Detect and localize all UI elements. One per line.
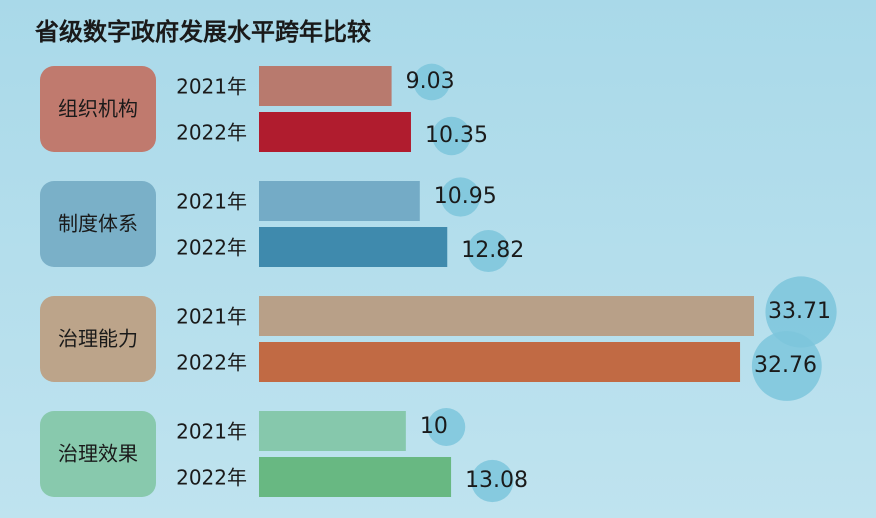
- category-label: 治理能力: [58, 327, 138, 351]
- bar: [259, 342, 741, 382]
- year-label: 2021年: [176, 305, 247, 329]
- value-label: 10: [420, 414, 448, 439]
- year-label: 2022年: [176, 351, 247, 375]
- category-label: 治理效果: [58, 442, 138, 466]
- bar: [259, 181, 420, 221]
- value-label: 32.76: [754, 353, 817, 378]
- value-bubble: [471, 459, 514, 503]
- category-box: [40, 296, 156, 382]
- category-label: 制度体系: [58, 212, 138, 236]
- bar: [259, 227, 448, 267]
- value-bubble: [751, 331, 822, 401]
- year-label: 2022年: [176, 466, 247, 490]
- category-box: [40, 411, 156, 497]
- value-bubble: [432, 116, 471, 156]
- category-label: 组织机构: [58, 97, 138, 121]
- category-box: [40, 181, 156, 267]
- value-label: 10.35: [425, 123, 488, 148]
- year-label: 2021年: [176, 190, 247, 214]
- value-label: 12.82: [461, 238, 524, 263]
- value-label: 10.95: [434, 184, 497, 209]
- value-label: 33.71: [768, 299, 831, 324]
- year-label: 2022年: [176, 236, 247, 260]
- bar: [259, 112, 411, 152]
- year-label: 2021年: [176, 75, 247, 99]
- bar: [259, 66, 392, 106]
- value-bubble: [413, 63, 451, 101]
- value-bubble: [427, 408, 466, 446]
- bar: [259, 457, 452, 497]
- bar: [259, 296, 754, 336]
- bar: [259, 411, 406, 451]
- category-box: [40, 66, 156, 152]
- value-bubble: [765, 276, 837, 348]
- value-label: 9.03: [406, 69, 455, 94]
- year-label: 2021年: [176, 420, 247, 444]
- value-bubble: [467, 230, 510, 272]
- chart-title: 省级数字政府发展水平跨年比较: [34, 18, 371, 46]
- year-label: 2022年: [176, 121, 247, 145]
- value-bubble: [440, 177, 481, 217]
- value-label: 13.08: [465, 468, 528, 493]
